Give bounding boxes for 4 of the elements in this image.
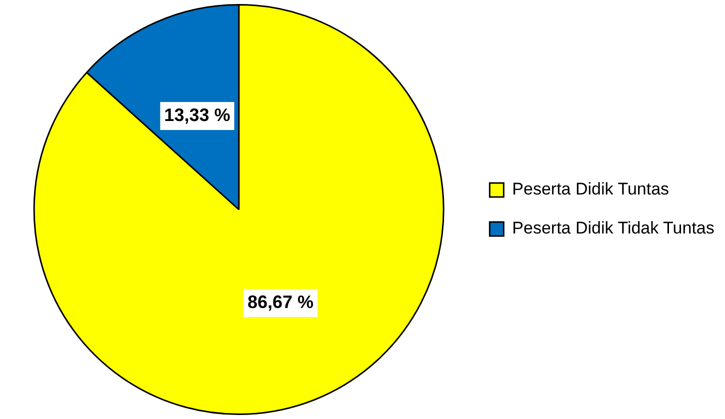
data-label: 86,67 % [247, 292, 314, 312]
legend-label: Peserta Didik Tidak Tuntas [512, 218, 714, 238]
legend-label: Peserta Didik Tuntas [512, 180, 670, 199]
data-label: 13,33 % [164, 104, 230, 125]
